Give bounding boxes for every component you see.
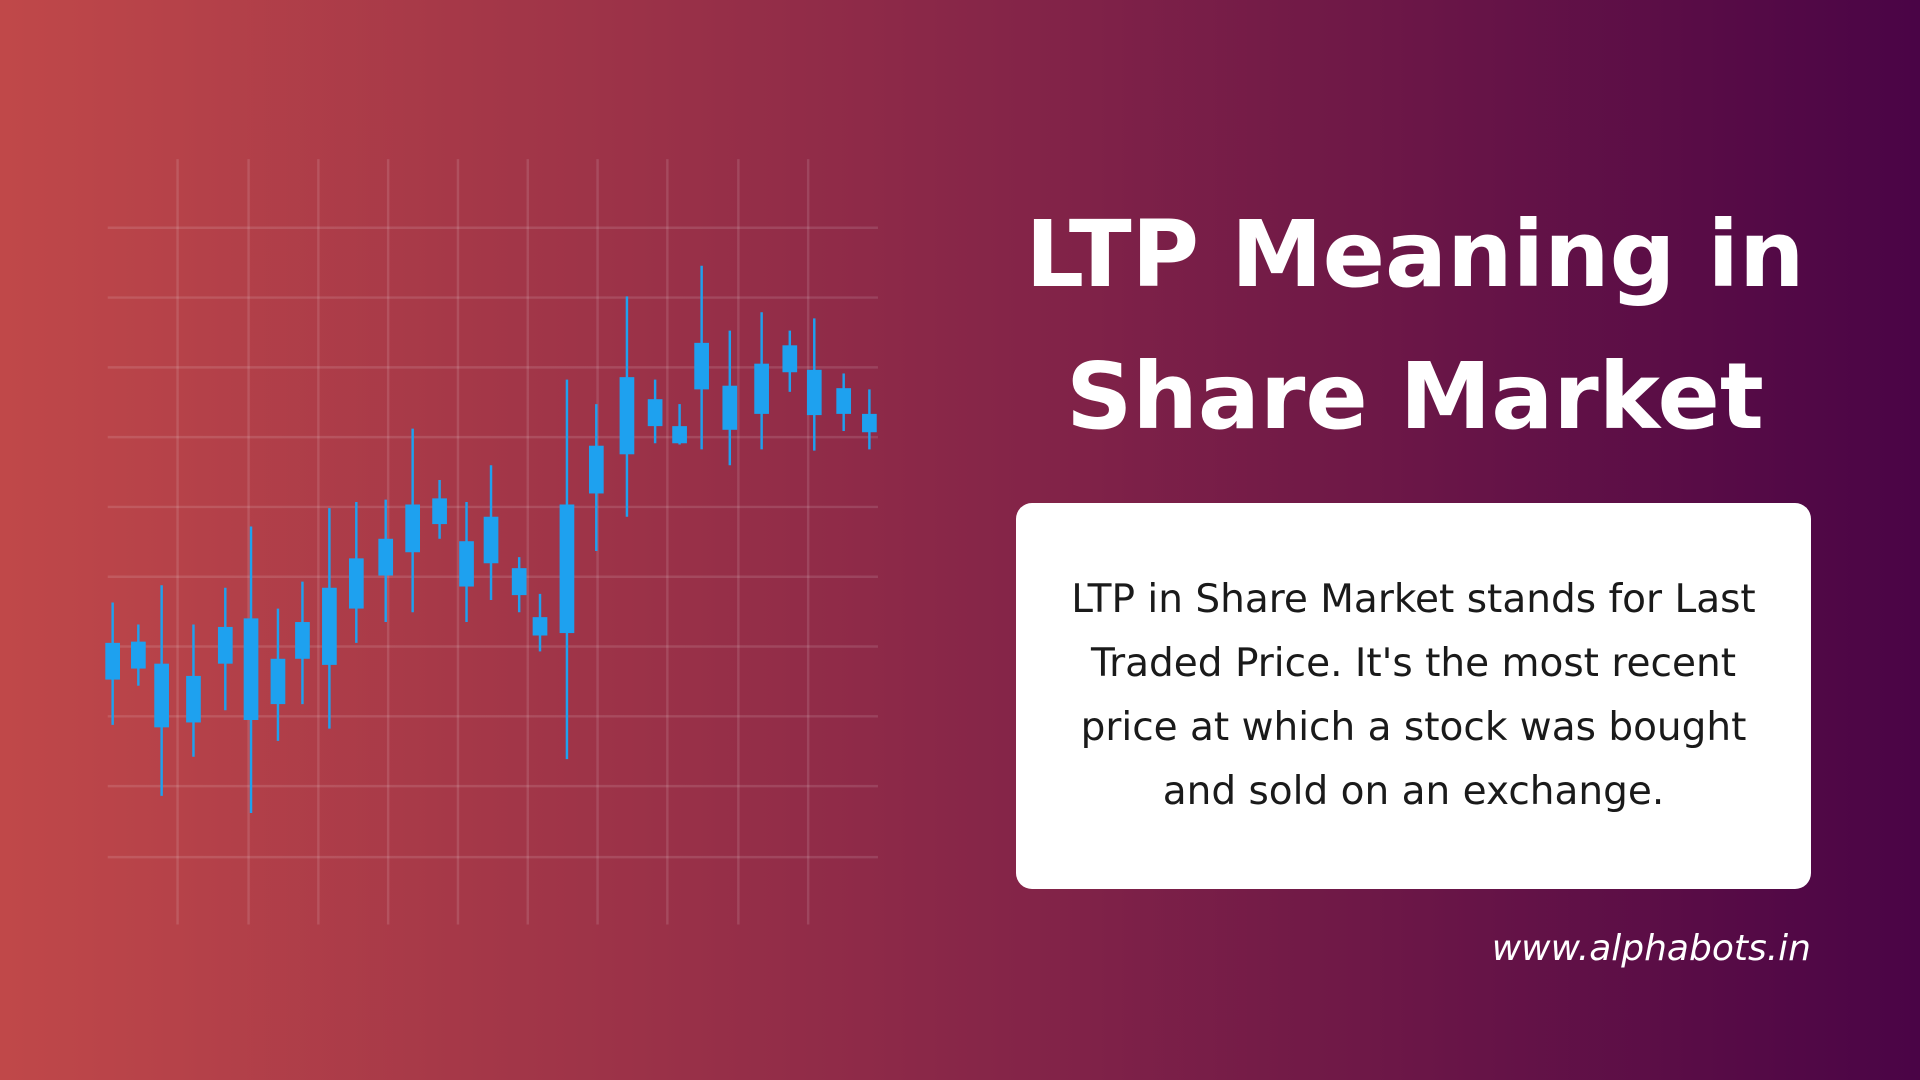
title-line: Share Market (1066, 343, 1764, 450)
candle-body (619, 377, 635, 455)
candle-body (532, 617, 548, 636)
candle-body (647, 399, 663, 427)
candle-body (131, 641, 146, 669)
candle-body (559, 504, 575, 634)
candle-body (694, 342, 709, 390)
candle-body (862, 413, 877, 433)
candle-body (782, 345, 798, 373)
candle-body (806, 369, 822, 416)
candle-body (511, 568, 527, 596)
candle-body (154, 663, 169, 728)
website: www.alphabots.in (1491, 928, 1811, 969)
description-card: LTP in Share Market stands for Last Trad… (1016, 503, 1811, 889)
description: LTP in Share Market stands for Last Trad… (1071, 577, 1756, 814)
candle-body (105, 642, 120, 680)
candle-body (348, 558, 364, 609)
candle-body (722, 385, 738, 430)
candle-body (672, 426, 687, 444)
candle-body (217, 626, 233, 664)
candle-body (459, 541, 474, 587)
candle-body (378, 538, 394, 576)
candle-body (270, 658, 286, 705)
title-line: LTP Meaning in (1025, 201, 1805, 308)
candle-body (432, 498, 447, 525)
candle-body (588, 445, 604, 494)
candle-body (405, 504, 420, 553)
candle-body (295, 622, 310, 659)
candle-body (483, 516, 499, 564)
candle-body (243, 618, 259, 720)
candle-body (322, 587, 337, 665)
candle-body (836, 388, 852, 414)
candle-body (186, 675, 201, 723)
candle-body (754, 363, 769, 414)
